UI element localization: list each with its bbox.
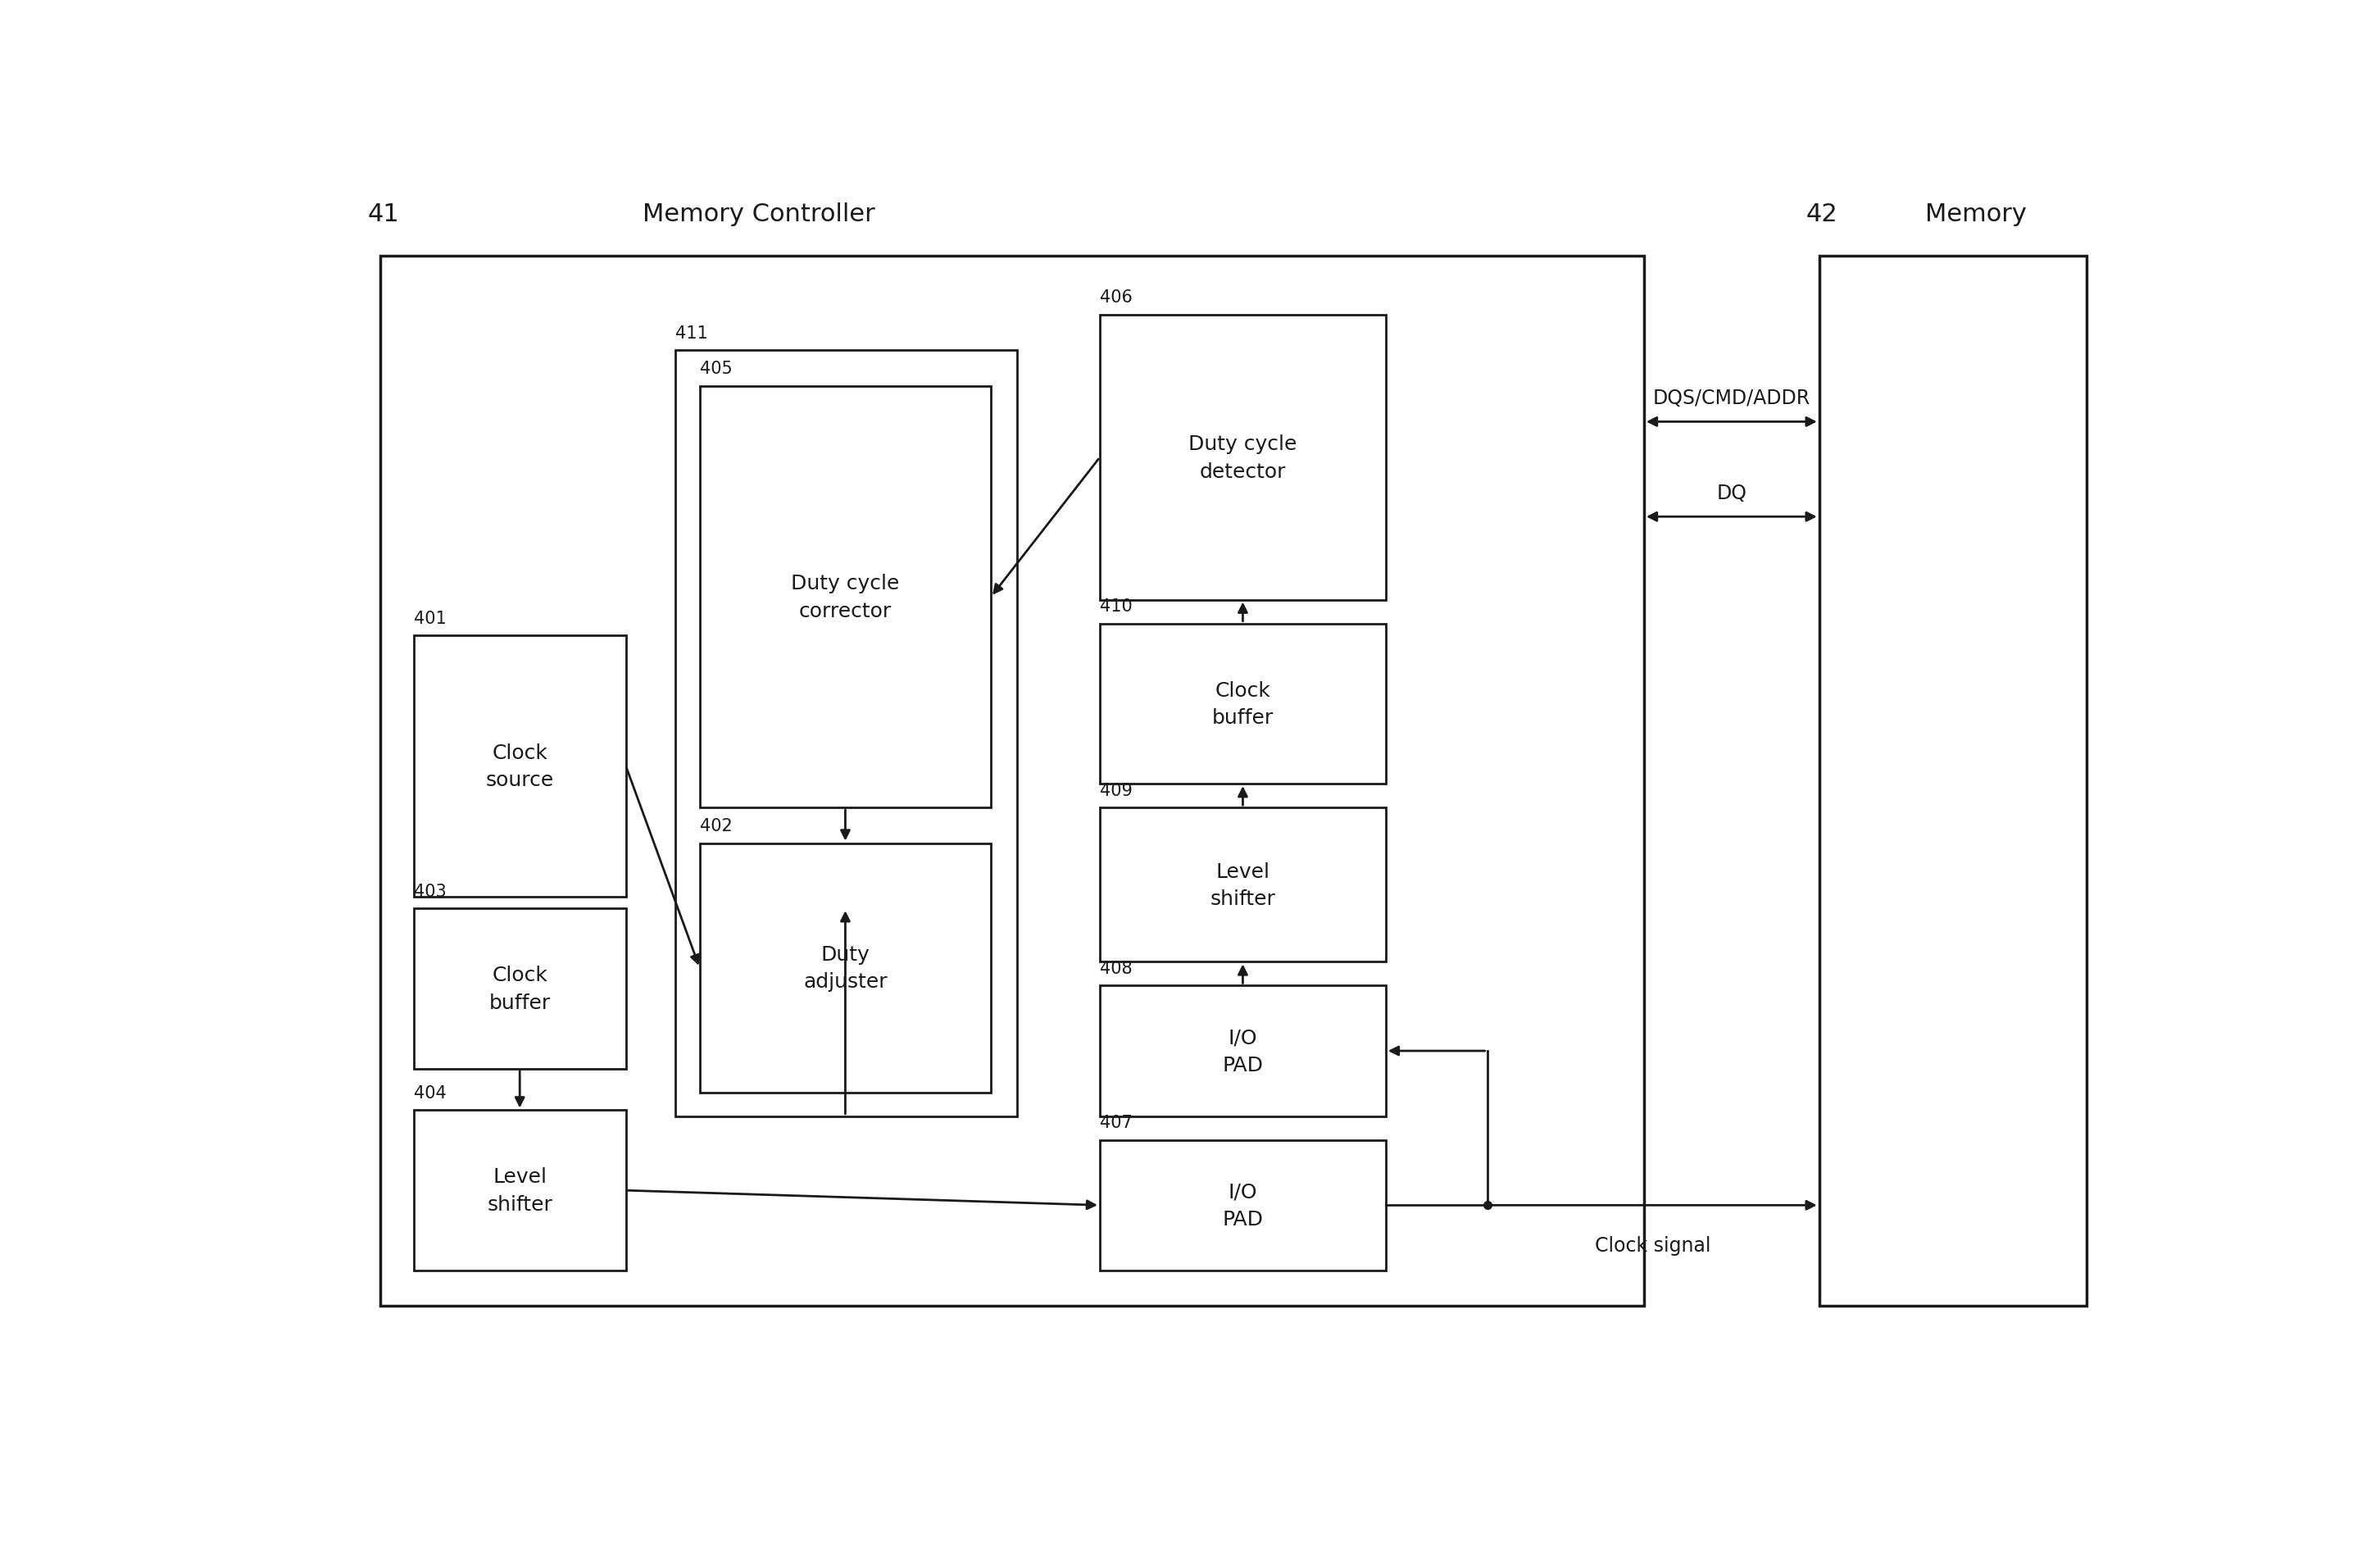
Text: Clock
source: Clock source <box>486 743 555 791</box>
Text: Memory Controller: Memory Controller <box>643 203 876 227</box>
Text: Clock
buffer: Clock buffer <box>488 965 550 1012</box>
Text: 408: 408 <box>1100 960 1133 977</box>
Text: 42: 42 <box>1806 203 1837 227</box>
Text: I/O
PAD: I/O PAD <box>1223 1182 1264 1228</box>
Text: 41: 41 <box>367 203 400 227</box>
Text: DQS/CMD/ADDR: DQS/CMD/ADDR <box>1652 388 1811 408</box>
Text: Memory: Memory <box>1925 203 2028 227</box>
Text: 402: 402 <box>700 818 733 834</box>
Text: 409: 409 <box>1100 781 1133 798</box>
FancyBboxPatch shape <box>1100 986 1385 1116</box>
Text: Duty
adjuster: Duty adjuster <box>804 945 888 991</box>
Text: DQ: DQ <box>1716 484 1747 502</box>
Text: Duty cycle
detector: Duty cycle detector <box>1188 435 1297 481</box>
Text: 405: 405 <box>700 361 733 378</box>
Text: Clock signal: Clock signal <box>1595 1234 1711 1254</box>
Text: 404: 404 <box>414 1085 447 1100</box>
Text: Duty cycle
corrector: Duty cycle corrector <box>790 573 900 621</box>
FancyBboxPatch shape <box>1100 1140 1385 1271</box>
FancyBboxPatch shape <box>700 387 990 807</box>
FancyBboxPatch shape <box>700 843 990 1093</box>
Text: I/O
PAD: I/O PAD <box>1223 1028 1264 1074</box>
Text: 401: 401 <box>414 610 447 626</box>
FancyBboxPatch shape <box>1100 316 1385 601</box>
FancyBboxPatch shape <box>381 256 1645 1307</box>
Text: 410: 410 <box>1100 598 1133 615</box>
FancyBboxPatch shape <box>1100 624 1385 784</box>
FancyBboxPatch shape <box>414 636 626 897</box>
Text: Level
shifter: Level shifter <box>488 1167 552 1214</box>
Text: 407: 407 <box>1100 1114 1133 1131</box>
Text: Clock
buffer: Clock buffer <box>1211 681 1273 727</box>
FancyBboxPatch shape <box>676 351 1016 1116</box>
Text: 411: 411 <box>676 325 709 342</box>
Text: 406: 406 <box>1100 290 1133 307</box>
FancyBboxPatch shape <box>414 1111 626 1271</box>
FancyBboxPatch shape <box>1818 256 2087 1307</box>
FancyBboxPatch shape <box>414 909 626 1069</box>
Text: 403: 403 <box>414 883 447 900</box>
Text: Level
shifter: Level shifter <box>1209 861 1276 909</box>
FancyBboxPatch shape <box>1100 807 1385 962</box>
